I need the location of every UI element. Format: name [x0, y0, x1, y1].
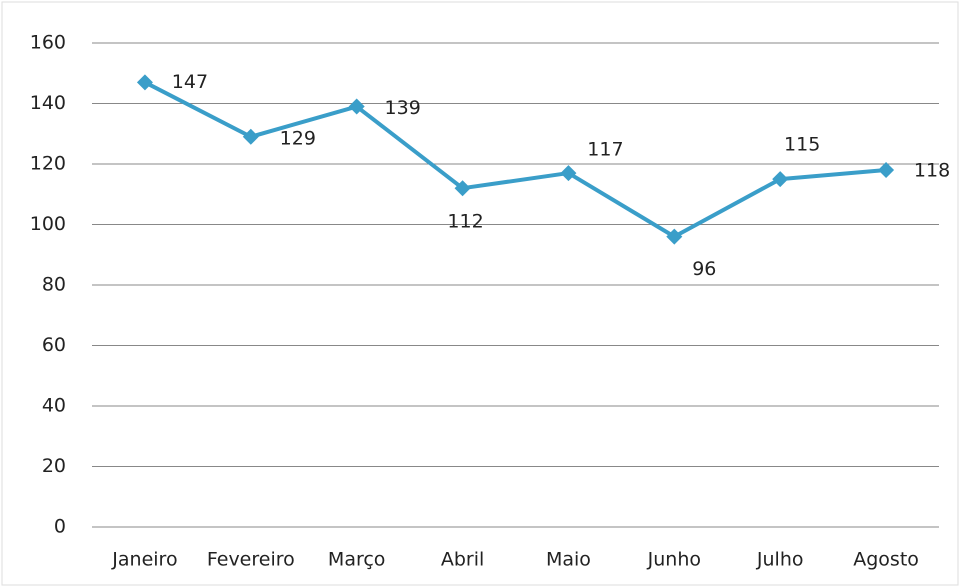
marker — [242, 128, 259, 145]
x-tick-label: Maio — [546, 549, 591, 571]
marker — [136, 74, 153, 91]
data-label: 118 — [914, 160, 950, 182]
x-tick-label: Julho — [756, 549, 804, 571]
y-tick-label: 140 — [30, 92, 66, 114]
data-label: 112 — [447, 211, 483, 233]
data-label: 96 — [692, 258, 716, 280]
x-tick-label: Fevereiro — [207, 549, 295, 571]
x-tick-label: Março — [328, 549, 386, 571]
data-label: 115 — [784, 134, 820, 156]
data-label: 117 — [587, 139, 623, 161]
y-tick-label: 160 — [30, 32, 66, 54]
data-label: 139 — [385, 97, 421, 119]
line — [144, 80, 887, 239]
y-tick-label: 100 — [30, 213, 66, 235]
marker — [878, 162, 895, 179]
data-label: 147 — [172, 71, 208, 93]
x-tick-label: Janeiro — [111, 549, 177, 571]
marker — [560, 165, 577, 182]
y-tick-label: 0 — [54, 516, 66, 538]
y-tick-label: 40 — [42, 395, 66, 417]
y-tick-label: 20 — [42, 455, 66, 477]
marker — [666, 228, 683, 245]
x-tick-label: Junho — [647, 549, 701, 571]
marker — [454, 180, 471, 197]
x-tick-label: Agosto — [853, 549, 919, 571]
data-label: 129 — [280, 127, 316, 149]
y-tick-label: 120 — [30, 153, 66, 175]
y-tick-label: 60 — [42, 334, 66, 356]
x-tick-label: Abril — [441, 549, 484, 571]
marker — [772, 171, 789, 188]
y-tick-label: 80 — [42, 274, 66, 296]
marker — [348, 98, 365, 115]
